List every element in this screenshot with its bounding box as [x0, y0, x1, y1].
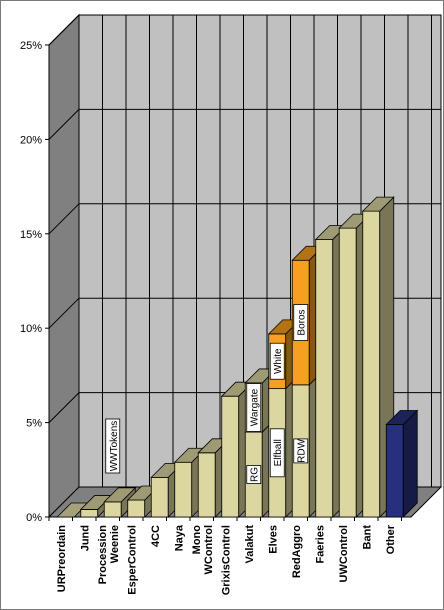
segment-label: Elfball	[273, 439, 284, 466]
segment-label: RDW	[297, 438, 308, 462]
bar-segment	[315, 239, 334, 518]
gridline-left	[48, 109, 80, 140]
x-tick-label: Bant	[361, 525, 373, 550]
y-tick-label: 0%	[26, 512, 42, 524]
bar-segment	[127, 499, 146, 518]
gridline-left	[48, 392, 80, 423]
segment-label-box	[246, 465, 262, 484]
y-tick-label: 10%	[20, 323, 42, 335]
segment-label-box	[293, 438, 309, 464]
bar-top	[385, 410, 419, 425]
x-tick-label: Naya	[173, 524, 185, 551]
y-tick-label: 5%	[26, 418, 42, 430]
bar-segment	[103, 501, 122, 518]
bar-top	[103, 487, 137, 503]
x-tick-label: Valakut	[244, 525, 256, 564]
segment-label: White	[273, 348, 284, 374]
annotation-box	[105, 418, 121, 474]
bar-segment	[385, 424, 404, 518]
y-tick-label: 25%	[20, 40, 42, 52]
bar-segment	[174, 461, 193, 518]
bar-side	[402, 409, 418, 518]
x-tick-label: Elves	[267, 525, 279, 554]
y-tick-label: 20%	[20, 134, 42, 146]
x-tick-label: Other	[385, 524, 397, 554]
bar-segment	[150, 476, 169, 518]
segment-label: RG	[250, 467, 261, 482]
left-wall	[48, 13, 80, 519]
x-tick-label: Jund	[79, 525, 91, 551]
bar-segment	[80, 509, 99, 518]
segment-label: Boros	[297, 309, 308, 335]
x-tick-label: URPreordain	[56, 525, 68, 593]
bar-segment	[197, 452, 216, 518]
bar-top	[361, 196, 395, 212]
x-tick-label: GrixisControl	[220, 525, 232, 595]
segment-label-box	[246, 383, 262, 432]
annotation-label: WWTokens	[109, 421, 120, 472]
x-tick-label: Procession	[97, 525, 109, 585]
x-tick-label: Weenie	[109, 525, 121, 563]
bar-segment	[221, 395, 240, 518]
x-tick-label: WControl	[203, 525, 215, 574]
x-tick-label: EsperControl	[126, 525, 138, 595]
gridline-left	[48, 14, 80, 46]
gridline-left	[48, 203, 80, 235]
x-tick-label: RedAggro	[291, 525, 303, 578]
x-tick-label: Faeries	[314, 525, 326, 564]
bar-segment	[362, 210, 381, 518]
segment-label: Wargate	[250, 388, 261, 426]
bar-segment	[338, 227, 357, 518]
y-tick-label: 15%	[20, 229, 42, 241]
gridline-left	[48, 297, 80, 329]
segment-label-box	[269, 342, 285, 380]
x-tick-label: UWControl	[338, 525, 350, 582]
x-tick-label: 4CC	[150, 525, 162, 547]
x-tick-label: Mono	[191, 525, 203, 555]
segment-label-box	[269, 428, 285, 478]
segment-label-box	[293, 304, 309, 341]
